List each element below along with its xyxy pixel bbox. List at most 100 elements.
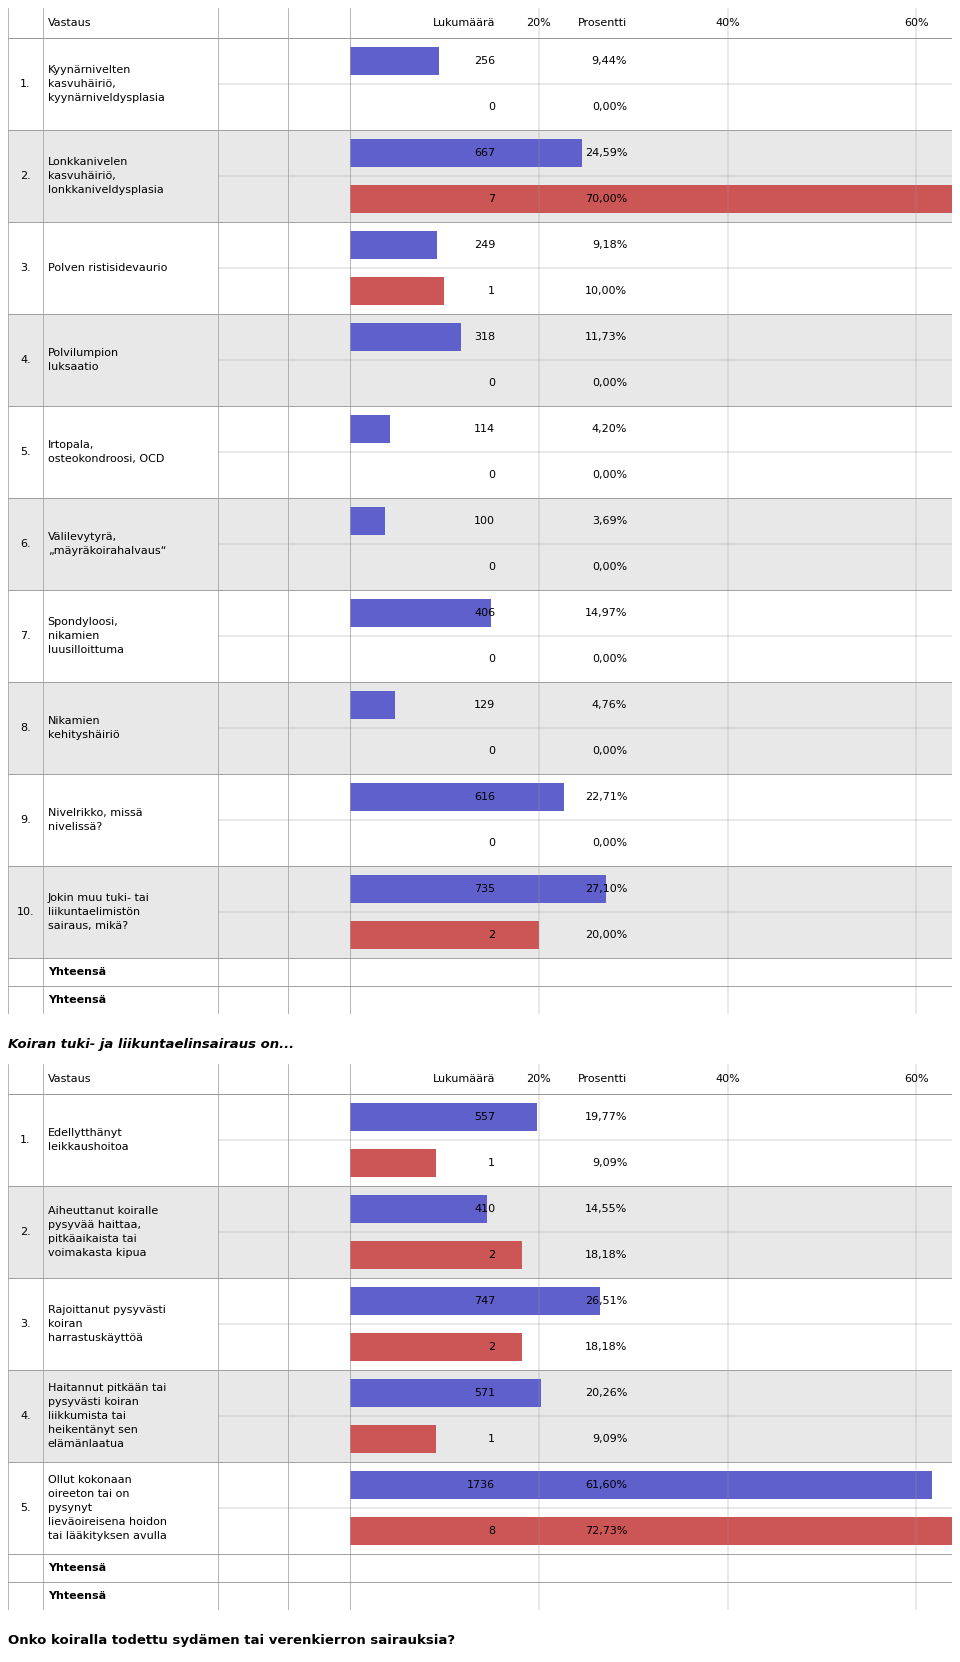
Text: 9.: 9. xyxy=(20,814,31,824)
Text: 1: 1 xyxy=(489,1158,495,1168)
Text: 2: 2 xyxy=(488,1341,495,1351)
Text: Polven ristisidevaurio: Polven ristisidevaurio xyxy=(48,263,167,273)
Text: 0,00%: 0,00% xyxy=(592,655,627,665)
Text: 318: 318 xyxy=(474,332,495,342)
Bar xyxy=(350,1104,537,1130)
Text: 3.: 3. xyxy=(20,263,31,273)
Text: 14,97%: 14,97% xyxy=(585,608,627,618)
Text: oireeton tai on: oireeton tai on xyxy=(48,1489,130,1499)
Text: harrastuskäyttöä: harrastuskäyttöä xyxy=(48,1333,143,1343)
Text: 100: 100 xyxy=(474,515,495,525)
Text: 18,18%: 18,18% xyxy=(585,1250,627,1260)
Text: Vastaus: Vastaus xyxy=(48,1074,91,1084)
Text: 557: 557 xyxy=(474,1112,495,1122)
Bar xyxy=(350,140,582,166)
Text: 6.: 6. xyxy=(20,538,31,548)
Text: 0,00%: 0,00% xyxy=(592,562,627,572)
Text: 7: 7 xyxy=(488,194,495,204)
Bar xyxy=(8,38,952,130)
Text: 60%: 60% xyxy=(904,18,928,28)
Text: Edellytthänyt: Edellytthänyt xyxy=(48,1128,123,1138)
Text: 8.: 8. xyxy=(20,723,31,733)
Text: 20%: 20% xyxy=(526,1074,551,1084)
Bar xyxy=(350,1379,541,1406)
Bar xyxy=(8,1554,952,1582)
Bar xyxy=(8,1278,952,1369)
Text: 0,00%: 0,00% xyxy=(592,377,627,387)
Text: 5.: 5. xyxy=(20,447,31,457)
Bar xyxy=(8,986,952,1014)
Text: nivelissä?: nivelissä? xyxy=(48,823,102,833)
Text: leikkaushoitoa: leikkaushoitoa xyxy=(48,1142,129,1152)
Text: lonkkaniveldysplasia: lonkkaniveldysplasia xyxy=(48,184,163,194)
Bar xyxy=(8,774,952,866)
Bar xyxy=(8,681,952,774)
Text: 9,18%: 9,18% xyxy=(591,239,627,249)
Text: 20,00%: 20,00% xyxy=(585,931,627,941)
Text: Yhteensä: Yhteensä xyxy=(48,996,106,1006)
Text: kasvuhäiriö,: kasvuhäiriö, xyxy=(48,171,115,181)
Text: 1: 1 xyxy=(489,1434,495,1444)
Bar xyxy=(350,322,461,351)
Text: osteokondroosi, OCD: osteokondroosi, OCD xyxy=(48,454,164,464)
Text: Spondyloosi,: Spondyloosi, xyxy=(48,617,118,627)
Text: 616: 616 xyxy=(474,793,495,803)
Text: Polvilumpion: Polvilumpion xyxy=(48,347,119,357)
Text: heikentänyt sen: heikentänyt sen xyxy=(48,1424,137,1434)
Bar xyxy=(350,231,437,259)
Bar xyxy=(8,406,952,499)
Bar xyxy=(350,1517,960,1544)
Bar xyxy=(350,921,539,949)
Bar xyxy=(350,1242,521,1268)
Text: kyynärniveldysplasia: kyynärniveldysplasia xyxy=(48,93,164,103)
Text: 61,60%: 61,60% xyxy=(585,1479,627,1491)
Text: 0: 0 xyxy=(489,101,495,111)
Text: 256: 256 xyxy=(474,57,495,66)
Bar xyxy=(350,1471,931,1499)
Text: 9,44%: 9,44% xyxy=(591,57,627,66)
Text: pysyvästi koiran: pysyvästi koiran xyxy=(48,1398,138,1408)
Text: 0: 0 xyxy=(489,562,495,572)
Text: 18,18%: 18,18% xyxy=(585,1341,627,1351)
Bar xyxy=(8,223,952,314)
Bar xyxy=(350,691,395,718)
Text: 9,09%: 9,09% xyxy=(591,1158,627,1168)
Text: 10,00%: 10,00% xyxy=(585,286,627,296)
Text: Yhteensä: Yhteensä xyxy=(48,1562,106,1572)
Bar xyxy=(350,1426,436,1453)
Text: Ollut kokonaan: Ollut kokonaan xyxy=(48,1474,132,1486)
Text: 0: 0 xyxy=(489,377,495,387)
Text: Lonkkanivelen: Lonkkanivelen xyxy=(48,156,128,166)
Text: 11,73%: 11,73% xyxy=(585,332,627,342)
Text: 571: 571 xyxy=(474,1388,495,1398)
Bar xyxy=(8,1463,952,1554)
Bar xyxy=(350,1195,488,1223)
Text: Lukumäärä: Lukumäärä xyxy=(433,18,495,28)
Text: 747: 747 xyxy=(474,1296,495,1306)
Bar xyxy=(8,499,952,590)
Text: kehityshäiriö: kehityshäiriö xyxy=(48,730,119,740)
Text: pysynyt: pysynyt xyxy=(48,1502,92,1512)
Text: 129: 129 xyxy=(474,700,495,710)
Text: Onko koiralla todettu sydämen tai verenkierron sairauksia?: Onko koiralla todettu sydämen tai verenk… xyxy=(8,1634,455,1647)
Bar xyxy=(8,590,952,681)
Text: luksaatio: luksaatio xyxy=(48,362,98,372)
Text: kasvuhäiriö,: kasvuhäiriö, xyxy=(48,80,115,90)
Bar xyxy=(350,416,390,442)
Text: 406: 406 xyxy=(474,608,495,618)
Bar xyxy=(8,8,952,38)
Text: Prosentti: Prosentti xyxy=(578,18,627,28)
Text: nikamien: nikamien xyxy=(48,632,99,642)
Text: 114: 114 xyxy=(474,424,495,434)
Text: tai lääkityksen avulla: tai lääkityksen avulla xyxy=(48,1531,167,1541)
Text: pysyvää haittaa,: pysyvää haittaa, xyxy=(48,1220,141,1230)
Text: 0: 0 xyxy=(489,655,495,665)
Text: Kyynärnivelten: Kyynärnivelten xyxy=(48,65,132,75)
Text: Haitannut pitkään tai: Haitannut pitkään tai xyxy=(48,1383,166,1393)
Text: 0,00%: 0,00% xyxy=(592,470,627,480)
Text: 72,73%: 72,73% xyxy=(585,1526,627,1536)
Text: 0,00%: 0,00% xyxy=(592,838,627,848)
Text: 0: 0 xyxy=(489,838,495,848)
Bar xyxy=(350,507,385,535)
Bar xyxy=(8,314,952,406)
